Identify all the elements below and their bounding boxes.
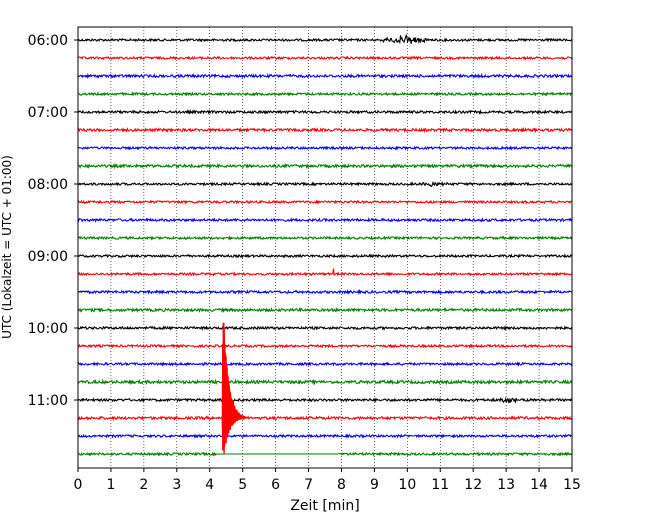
x-tick-label: 13 [497, 477, 515, 493]
y-tick-label: 09:00 [28, 249, 68, 265]
y-tick-label: 06:00 [28, 33, 68, 49]
y-tick-label: 11:00 [28, 393, 68, 409]
x-tick-label: 5 [238, 477, 247, 493]
x-tick-label: 3 [172, 477, 181, 493]
trace-row [78, 109, 572, 115]
x-tick-label: 9 [370, 477, 379, 493]
x-tick-label: 6 [271, 477, 280, 493]
trace-row [78, 414, 572, 422]
trace-row [78, 378, 572, 386]
trace-row [78, 72, 572, 79]
x-tick-label: 10 [398, 477, 416, 493]
x-tick-label: 15 [563, 477, 581, 493]
trace-row [78, 145, 572, 151]
x-tick-label: 7 [304, 477, 313, 493]
seismic-traces [78, 33, 572, 457]
trace-row [78, 180, 572, 188]
trace-row [78, 162, 572, 170]
trace-row [78, 235, 572, 241]
x-tick-label: 0 [74, 477, 83, 493]
x-axis-ticks: 0 1 2 3 4 5 6 7 8 9 10 11 12 13 14 15 [74, 468, 581, 493]
trace-row [78, 361, 572, 367]
plot-frame [77, 26, 573, 469]
x-tick-label: 1 [106, 477, 115, 493]
y-tick-label: 07:00 [28, 105, 68, 121]
trace-row [78, 268, 572, 277]
trace-row [78, 324, 572, 332]
trace-row [78, 91, 572, 97]
x-tick-label: 14 [530, 477, 548, 493]
trace-row [78, 55, 572, 61]
trace-row [78, 306, 572, 314]
y-tick-label: 08:00 [28, 177, 68, 193]
trace-row [78, 33, 572, 45]
y-tick-label: 10:00 [28, 321, 68, 337]
y-axis-title: UTC (Lokalzeit = UTC + 01:00) [0, 155, 14, 339]
trace-row [78, 199, 572, 205]
trace-row [78, 433, 572, 439]
x-tick-label: 12 [464, 477, 482, 493]
x-tick-label: 2 [139, 477, 148, 493]
trace-row [78, 396, 572, 404]
x-axis-title: Zeit [min] [290, 498, 359, 514]
trace-row [78, 288, 572, 296]
trace-row [78, 451, 572, 457]
x-tick-label: 8 [337, 477, 346, 493]
trace-row [78, 217, 572, 223]
y-axis-ticks: 06:00 07:00 08:00 09:00 10:00 11:00 [28, 33, 78, 409]
earthquake-waveform [221, 322, 247, 455]
x-tick-label: 4 [205, 477, 214, 493]
trace-row [78, 126, 572, 134]
trace-row [78, 253, 572, 259]
trace-row [78, 343, 572, 349]
x-tick-label: 11 [431, 477, 449, 493]
